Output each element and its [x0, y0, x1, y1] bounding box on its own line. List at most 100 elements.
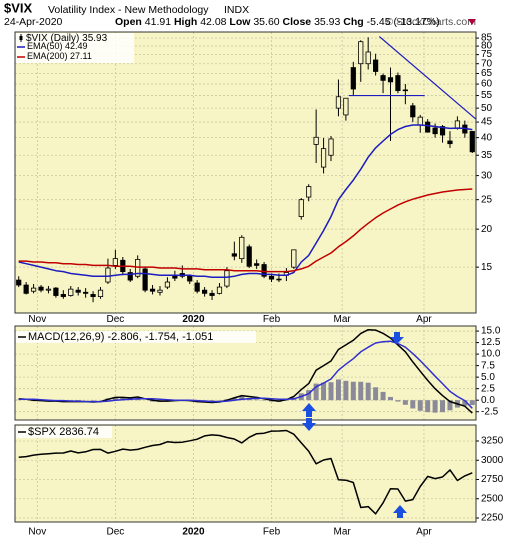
quote-label: Chg: [343, 16, 363, 28]
series-line: [18, 188, 473, 273]
candle-body: [142, 268, 148, 291]
candle-body: [447, 140, 453, 145]
legend-value: -1.051: [182, 331, 213, 343]
candle-body: [224, 270, 230, 287]
y-tick-label: 25: [481, 194, 493, 205]
candle-body: [365, 51, 371, 65]
quote-value: 35.60: [253, 16, 279, 28]
histogram-bar: [209, 400, 215, 402]
candle-body: [358, 41, 364, 65]
y-tick-label: 60: [481, 79, 493, 90]
candle-body: [60, 294, 66, 298]
histogram-bar: [231, 397, 237, 401]
candle-body: [38, 286, 44, 291]
candle-body: [135, 259, 141, 277]
legend-value: 35.93: [82, 33, 107, 44]
x-tick-label: Apr: [416, 527, 432, 538]
histogram-bar: [447, 400, 453, 411]
quote-value: 35.93: [314, 16, 340, 28]
candle-body: [328, 138, 334, 156]
legend-box: [16, 33, 134, 63]
candle-body: [187, 275, 193, 282]
histogram-bar: [417, 400, 423, 411]
arrow-up: [302, 403, 316, 417]
arrow-down: [302, 418, 316, 431]
histogram-bar: [112, 397, 118, 401]
y-tick-label: 12.5: [481, 337, 501, 348]
y-tick-label: 65: [481, 68, 493, 79]
y-tick-label: 35: [481, 150, 493, 161]
candle-body: [395, 75, 401, 92]
legend-name: EMA(200): [27, 51, 68, 61]
legend-box: [16, 426, 112, 438]
y-tick-label: -2.5: [481, 406, 499, 417]
legend-label: MACD(12,26,9) -2.806, -1.754, -1.051: [28, 331, 213, 343]
histogram-bar: [365, 382, 371, 401]
annotation-arrows: [302, 332, 407, 518]
legend-value: -2.806: [107, 331, 138, 343]
candle-body: [97, 289, 104, 298]
candle-body: [469, 131, 475, 153]
candle-body: [68, 288, 74, 296]
histogram-bar: [402, 400, 408, 405]
candle-body: [343, 97, 349, 116]
candle-body: [425, 121, 431, 133]
histogram-bar: [462, 400, 468, 406]
histogram-bar: [410, 400, 416, 409]
panel-border: [14, 424, 477, 523]
candle-body: [246, 246, 252, 267]
quote-value: 41.91: [145, 16, 171, 28]
candle-body: [164, 281, 171, 288]
quote-value: (-13.17%): [393, 16, 439, 28]
y-tick-label: 3000: [481, 455, 504, 466]
exchange: INDX: [224, 4, 249, 16]
histogram-bar: [432, 400, 438, 413]
arrow-down: [390, 332, 404, 344]
candle-body: [350, 67, 356, 90]
candle-body: [16, 279, 22, 286]
candle-body: [83, 291, 89, 294]
indicator-name: $SPX: [28, 426, 57, 438]
candle-body: [313, 136, 319, 145]
x-tick-label: Dec: [106, 527, 124, 538]
x-tick-label: Feb: [263, 527, 281, 538]
y-tick-label: 20: [481, 224, 493, 235]
candle-body: [112, 258, 118, 266]
series-line: [18, 429, 473, 515]
legend-box: [16, 331, 256, 343]
quote-value: 42.08: [200, 16, 226, 28]
y-tick-label: 30: [481, 170, 493, 181]
down-indicator: [468, 19, 476, 25]
y-tick-label: 50: [481, 103, 493, 114]
arrow-up: [393, 505, 407, 518]
quote-label: Open: [115, 16, 142, 28]
candle-body: [306, 186, 312, 198]
y-tick-label: 2750: [481, 474, 504, 485]
y-tick-label: 55: [481, 90, 493, 101]
x-tick-label: Nov: [28, 314, 46, 325]
date: 24-Apr-2020: [4, 16, 63, 28]
trendline: [378, 36, 477, 120]
histogram-bar: [335, 379, 341, 401]
candle-body: [417, 116, 423, 126]
histogram-bar: [328, 382, 334, 401]
candle-body: [45, 288, 52, 291]
panel-border: [14, 325, 477, 421]
legend-label: $SPX 2836.74: [28, 426, 99, 438]
y-tick-label: 2500: [481, 493, 504, 504]
candle-body: [254, 263, 260, 266]
histogram-bar: [380, 391, 386, 401]
candle-body: [268, 275, 275, 280]
histogram-bar: [343, 380, 349, 401]
legend-icon: [19, 36, 23, 40]
candle-body: [439, 126, 446, 136]
candle-body: [373, 59, 379, 72]
candle-body: [454, 120, 461, 129]
candle-body: [105, 267, 111, 283]
y-tick-label: 15: [481, 262, 493, 273]
y-tick-label: 70: [481, 58, 493, 69]
histogram-bar: [440, 400, 446, 413]
quote-value: -5.45: [367, 16, 391, 28]
candle-body: [432, 127, 438, 135]
